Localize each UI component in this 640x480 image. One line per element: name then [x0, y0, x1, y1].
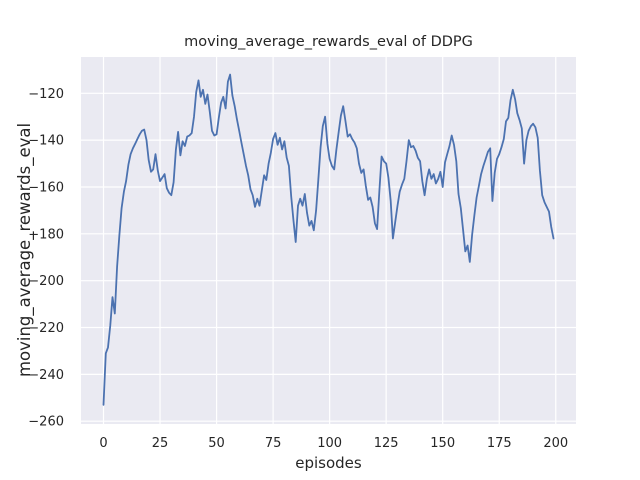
y-tick-label: −140	[28, 134, 64, 149]
x-tick-labels: 0 25 50 75 100 125 150 175 200	[99, 436, 568, 451]
x-tick-label: 25	[152, 436, 169, 451]
series-lines	[102, 73, 555, 406]
y-tick-label: −180	[28, 227, 64, 242]
y-tick-label: −120	[28, 87, 64, 102]
x-tick-label: 100	[317, 436, 342, 451]
x-axis-label: episodes	[295, 454, 362, 472]
x-tick-label: 75	[265, 436, 282, 451]
y-tick-labels: −120 −140 −160 −180 −200 −220 −240 −260	[28, 87, 64, 430]
y-tick-label: −260	[28, 415, 64, 430]
y-axis-label: moving_average_rewards_eval	[15, 123, 35, 377]
reward-line	[102, 73, 555, 406]
x-tick-label: 175	[487, 436, 512, 451]
x-tick-label: 0	[99, 436, 107, 451]
plot-area	[81, 57, 576, 424]
y-tick-label: −160	[28, 180, 64, 195]
x-tick-label: 50	[208, 436, 225, 451]
x-tick-label: 200	[543, 436, 568, 451]
x-tick-label: 125	[374, 436, 399, 451]
grid-lines	[81, 57, 576, 424]
y-tick-label: −240	[28, 368, 64, 383]
y-tick-label: −200	[28, 274, 64, 289]
x-tick-label: 150	[430, 436, 455, 451]
y-tick-label: −220	[28, 321, 64, 336]
chart-title: moving_average_rewards_eval of DDPG	[184, 34, 473, 50]
